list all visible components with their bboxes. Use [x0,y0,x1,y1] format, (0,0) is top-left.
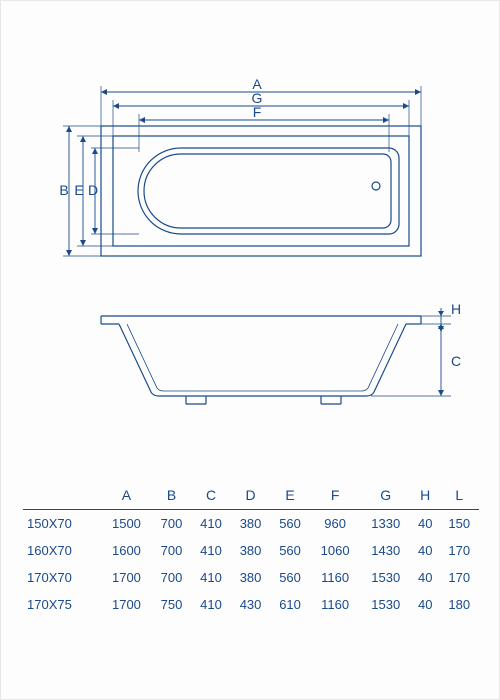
cell: 380 [231,510,271,538]
cell: 1530 [360,591,411,618]
topview-tub-outer [138,148,399,234]
cell: 410 [191,591,231,618]
col-h: H [411,481,439,510]
dimensions-table: A B C D E F G H L 150X70 1500 700 410 38… [23,481,479,618]
col-d: D [231,481,271,510]
cell: 560 [270,564,310,591]
col-a: A [101,481,152,510]
cell: 700 [152,510,192,538]
table-row: 170X75 1700 750 410 430 610 1160 1530 40… [23,591,479,618]
cell: 410 [191,564,231,591]
cell: 1160 [310,591,361,618]
dim-label-d: D [88,182,98,198]
cell: 180 [439,591,479,618]
cell: 1330 [360,510,411,538]
cell: 410 [191,537,231,564]
page: A G F B E D H C A B C D E F G H L [0,0,500,700]
cell: 960 [310,510,361,538]
col-l: L [439,481,479,510]
col-model [23,481,101,510]
sideview-tub-outer [119,324,406,396]
drain-icon [372,182,380,190]
cell: 1430 [360,537,411,564]
table-header: A B C D E F G H L [23,481,479,510]
dim-label-h: H [451,301,461,317]
cell: 150X70 [23,510,101,538]
cell: 380 [231,564,271,591]
col-g: G [360,481,411,510]
cell: 430 [231,591,271,618]
cell: 380 [231,537,271,564]
cell: 700 [152,537,192,564]
technical-drawing: A G F B E D H C [31,31,471,451]
cell: 40 [411,537,439,564]
cell: 1600 [101,537,152,564]
topview-mid-rect [113,136,409,246]
col-c: C [191,481,231,510]
col-f: F [310,481,361,510]
cell: 40 [411,591,439,618]
table-row: 170X70 1700 700 410 380 560 1160 1530 40… [23,564,479,591]
cell: 610 [270,591,310,618]
col-b: B [152,481,192,510]
dim-label-e: E [74,182,83,198]
topview-tub-inner [144,154,391,228]
cell: 40 [411,564,439,591]
cell: 560 [270,537,310,564]
col-e: E [270,481,310,510]
cell: 40 [411,510,439,538]
dim-label-b: B [59,182,68,198]
table-row: 160X70 1600 700 410 380 560 1060 1430 40… [23,537,479,564]
topview-outer-rect [101,126,421,256]
cell: 560 [270,510,310,538]
cell: 170 [439,537,479,564]
drawing-svg: A G F B E D H C [31,31,471,451]
cell: 1530 [360,564,411,591]
cell: 1160 [310,564,361,591]
cell: 700 [152,564,192,591]
cell: 170X70 [23,564,101,591]
cell: 160X70 [23,537,101,564]
cell: 1060 [310,537,361,564]
cell: 170X75 [23,591,101,618]
table-row: 150X70 1500 700 410 380 560 960 1330 40 … [23,510,479,538]
cell: 1700 [101,564,152,591]
sideview-tub-inner [127,324,398,391]
cell: 150 [439,510,479,538]
cell: 1700 [101,591,152,618]
cell: 410 [191,510,231,538]
cell: 750 [152,591,192,618]
dim-label-c: C [451,353,461,369]
cell: 1500 [101,510,152,538]
dim-label-f: F [253,104,262,120]
cell: 170 [439,564,479,591]
